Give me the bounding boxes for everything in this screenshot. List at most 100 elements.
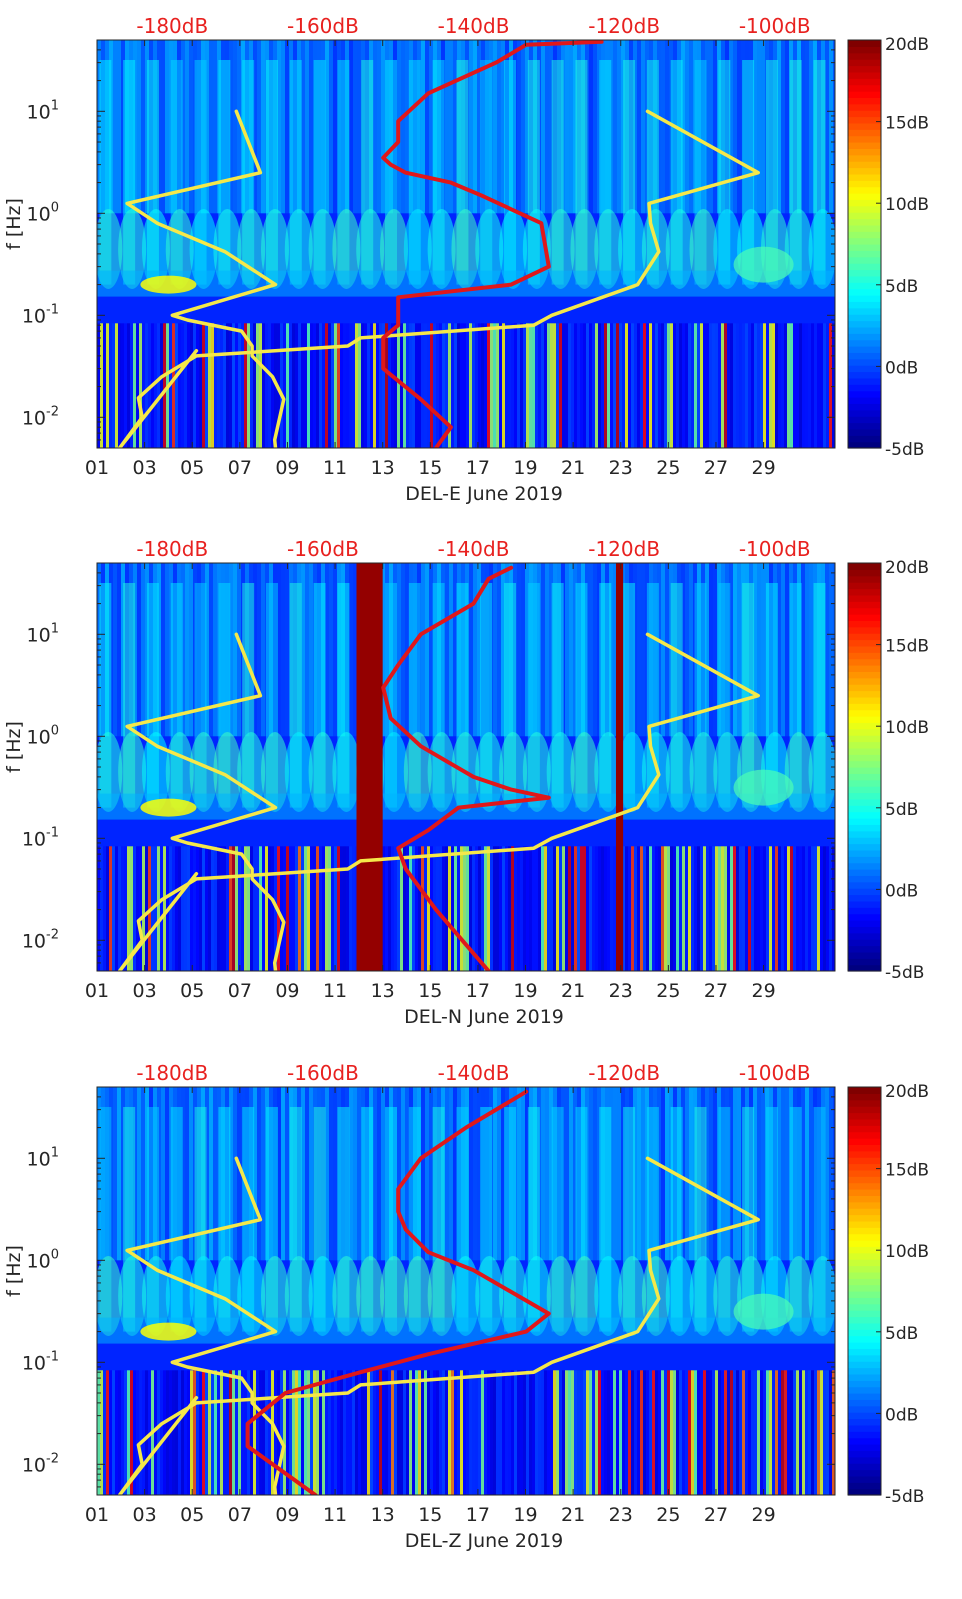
x-tick-label: 25 [656, 980, 680, 1002]
x-tick-label: 03 [133, 457, 157, 479]
x-tick-label: 25 [656, 457, 680, 479]
top-axis-tick-label: -120dB [588, 537, 660, 561]
y-tick-label: 101 [27, 621, 59, 646]
x-tick-label: 01 [85, 457, 109, 479]
series-line-1 [125, 1156, 286, 1495]
top-axis-tick-label: -100dB [739, 1061, 811, 1085]
top-axis-tick-label: -120dB [588, 1061, 660, 1085]
colorbar-tick-label: 20dB [885, 1082, 929, 1102]
series-line-3 [381, 40, 604, 448]
colorbar-tick-label: 0dB [885, 1405, 918, 1425]
x-tick-label: 03 [133, 980, 157, 1002]
x-tick-label: 11 [323, 457, 347, 479]
x-tick-label: 17 [466, 1504, 490, 1526]
y-tick-label: 101 [27, 1145, 59, 1170]
x-tick-label: 29 [751, 457, 775, 479]
top-axis-tick-label: -160dB [287, 537, 359, 561]
colorbar-tick-label: 5dB [885, 1324, 918, 1344]
colorbar: 20dB 15dB 10dB 5dB 0dB -5dB [847, 1082, 929, 1507]
colorbar-tick-label: 5dB [885, 800, 918, 820]
y-tick-label: 10-1 [22, 825, 59, 850]
series-line-1 [125, 109, 286, 448]
top-axis-tick-label: -140dB [438, 537, 510, 561]
x-tick-label: 17 [466, 457, 490, 479]
panel-2: 01 03 05 07 09 11 13 15 17 19 21 23 25 27 29 DEL-N June… [3, 537, 929, 1028]
series-line-3 [245, 1089, 551, 1495]
y-tick-label: 100 [27, 723, 59, 748]
x-tick-label: 27 [704, 980, 728, 1002]
spectrogram-image [97, 1087, 835, 1495]
x-tick-label: 23 [609, 1504, 633, 1526]
x-tick-label: 15 [418, 1504, 442, 1526]
x-tick-label: 25 [656, 1504, 680, 1526]
y-tick-label: 10-2 [22, 1451, 59, 1476]
top-axis-tick-label: -140dB [438, 14, 510, 38]
x-tick-label: 07 [228, 457, 252, 479]
x-tick-label: 13 [371, 457, 395, 479]
y-axis-label: f [Hz] [3, 198, 25, 250]
top-axis-tick-label: -160dB [287, 1061, 359, 1085]
spectrogram-image [97, 40, 835, 448]
x-tick-label: 07 [228, 1504, 252, 1526]
colorbar-tick-label: 20dB [885, 558, 929, 578]
series-line-3 [381, 565, 551, 971]
top-axis-tick-label: -180dB [136, 14, 208, 38]
series-line-2 [117, 632, 760, 971]
colorbar-tick-label: 15dB [885, 1161, 929, 1181]
y-tick-label: 100 [27, 200, 59, 225]
x-tick-label: 09 [275, 980, 299, 1002]
y-tick-label: 10-1 [22, 302, 59, 327]
x-tick-label: 03 [133, 1504, 157, 1526]
x-tick-label: 09 [275, 457, 299, 479]
x-tick-label: 21 [561, 457, 585, 479]
top-axis-tick-label: -100dB [739, 14, 811, 38]
top-axis-tick-label: -180dB [136, 1061, 208, 1085]
x-axis-label: DEL-E June 2019 [405, 483, 563, 505]
colorbar-tick-label: -5dB [885, 963, 924, 983]
x-tick-label: 01 [85, 980, 109, 1002]
top-axis-tick-label: -100dB [739, 537, 811, 561]
x-tick-label: 19 [513, 1504, 537, 1526]
colorbar-tick-label: 15dB [885, 114, 929, 134]
series-line-1 [125, 632, 286, 971]
x-tick-label: 13 [371, 980, 395, 1002]
x-tick-label: 17 [466, 980, 490, 1002]
y-tick-label: 100 [27, 1247, 59, 1272]
x-tick-label: 27 [704, 1504, 728, 1526]
colorbar-tick-label: -5dB [885, 440, 924, 460]
colorbar: 20dB 15dB 10dB 5dB 0dB -5dB [847, 35, 929, 460]
colorbar-tick-label: 0dB [885, 881, 918, 901]
top-axis-tick-label: -140dB [438, 1061, 510, 1085]
y-tick-label: 10-2 [22, 404, 59, 429]
x-tick-label: 21 [561, 1504, 585, 1526]
x-tick-label: 09 [275, 1504, 299, 1526]
series-line-2 [117, 1156, 760, 1495]
y-axis-label: f [Hz] [3, 721, 25, 773]
y-tick-label: 10-1 [22, 1349, 59, 1374]
top-axis-tick-label: -180dB [136, 537, 208, 561]
colorbar-tick-label: 10dB [885, 195, 929, 215]
x-tick-label: 13 [371, 1504, 395, 1526]
panel-3: 01 03 05 07 09 11 13 15 17 19 21 23 25 27 29 DEL-Z June… [3, 1061, 929, 1552]
x-axis-label: DEL-N June 2019 [404, 1006, 564, 1028]
colorbar-tick-label: 10dB [885, 1242, 929, 1262]
x-tick-label: 15 [418, 457, 442, 479]
x-tick-label: 27 [704, 457, 728, 479]
x-tick-label: 21 [561, 980, 585, 1002]
x-axis-label: DEL-Z June 2019 [405, 1530, 564, 1552]
x-tick-label: 05 [180, 980, 204, 1002]
y-tick-label: 10-2 [22, 927, 59, 952]
x-tick-label: 11 [323, 1504, 347, 1526]
x-tick-label: 19 [513, 980, 537, 1002]
x-tick-label: 01 [85, 1504, 109, 1526]
x-tick-label: 15 [418, 980, 442, 1002]
spectrogram-image [97, 563, 835, 971]
x-tick-label: 23 [609, 980, 633, 1002]
x-tick-label: 05 [180, 1504, 204, 1526]
top-axis-tick-label: -120dB [588, 14, 660, 38]
y-axis-label: f [Hz] [3, 1245, 25, 1297]
colorbar: 20dB 15dB 10dB 5dB 0dB -5dB [847, 558, 929, 983]
panel-1: 01 03 05 07 09 11 13 15 17 19 21 23 25 27 29 DEL-E June… [3, 14, 929, 505]
series-line-2 [117, 109, 760, 448]
